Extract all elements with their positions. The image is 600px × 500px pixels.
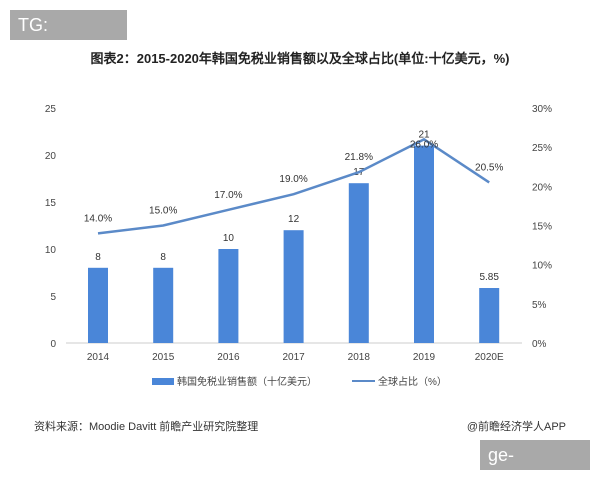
y-right-tick: 20%: [532, 182, 552, 193]
line-label: 26.0%: [410, 139, 438, 150]
legend-line-label: 全球占比（%）: [378, 375, 447, 388]
line-label: 19.0%: [279, 174, 307, 185]
bar-label: 21: [418, 130, 430, 141]
bar: [348, 183, 369, 343]
chart: 0 5 10 15 20 25 0% 5% 10% 15% 20% 25% 30% 2014 2015 201…: [45, 104, 552, 388]
legend-bar-swatch: [152, 378, 174, 385]
bar: [414, 145, 434, 343]
bar: [153, 267, 174, 343]
x-tick: 2014: [87, 352, 110, 363]
credit: @前瞻经济学人APP: [466, 421, 566, 433]
y-right-tick: 5%: [532, 300, 547, 311]
watermark-badge-top: TG: MYYJJPP: [10, 10, 127, 65]
watermark-badge-bottom: ge-game.com: [480, 440, 590, 495]
y-left-tick: 5: [50, 292, 56, 303]
y-right-tick: 0%: [532, 339, 547, 350]
x-tick: 2016: [217, 352, 240, 363]
y-right-tick: 25%: [532, 143, 552, 154]
line-label: 21.8%: [345, 152, 373, 163]
bar-label: 5.85: [479, 272, 499, 283]
y-right-tick: 30%: [532, 104, 552, 115]
y-right-tick: 15%: [532, 222, 552, 233]
x-tick: 2018: [348, 352, 371, 363]
y-left-tick: 0: [50, 339, 56, 350]
x-tick: 2017: [282, 352, 305, 363]
line-label: 20.5%: [475, 162, 503, 173]
y-left-tick: 20: [45, 151, 57, 162]
line-label: 14.0%: [84, 213, 112, 224]
source-note: 资料来源：Moodie Davitt 前瞻产业研究院整理: [34, 421, 259, 433]
chart-title: 图表2：2015-2020年韩国免税业销售额以及全球占比(单位:十亿美元，%): [90, 51, 510, 66]
bar: [218, 249, 239, 343]
line-label: 15.0%: [149, 206, 177, 217]
bar-label: 12: [288, 214, 300, 225]
y-left-tick: 15: [45, 198, 57, 209]
bar-label: 8: [95, 252, 101, 263]
legend-bar-label: 韩国免税业销售额（十亿美元）: [177, 375, 317, 388]
x-tick: 2020E: [475, 352, 504, 363]
x-tick: 2019: [413, 352, 436, 363]
y-left-tick: 25: [45, 104, 57, 115]
bar: [479, 288, 500, 343]
bar-label: 8: [160, 252, 166, 263]
x-tick: 2015: [152, 352, 175, 363]
bar-label: 10: [223, 233, 235, 244]
y-right-tick: 10%: [532, 261, 552, 272]
y-left-tick: 10: [45, 245, 57, 256]
bar: [88, 267, 108, 343]
line-label: 17.0%: [214, 190, 242, 201]
line-series: [97, 137, 490, 235]
bar: [283, 230, 304, 343]
